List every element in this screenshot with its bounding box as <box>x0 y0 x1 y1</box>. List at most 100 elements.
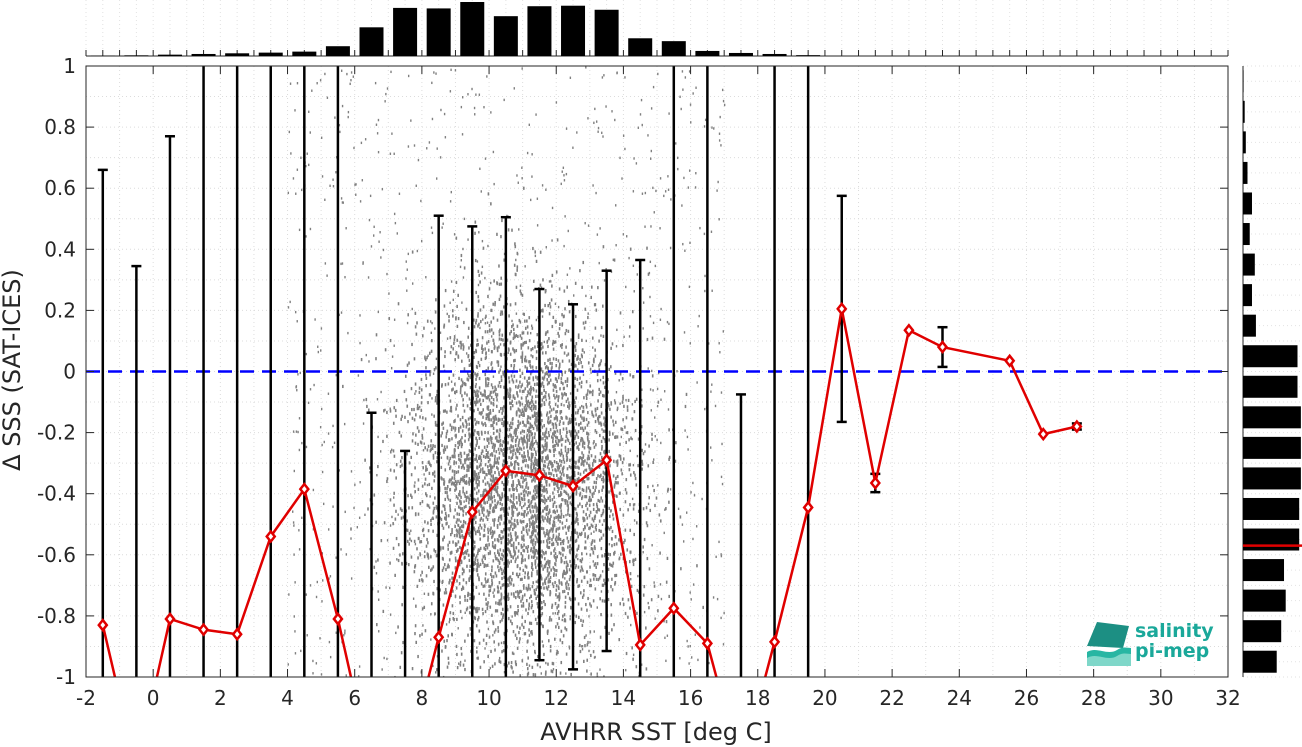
scatter-point <box>452 347 455 351</box>
scatter-point <box>498 602 501 606</box>
scatter-point <box>516 636 518 641</box>
scatter-point <box>464 439 466 443</box>
scatter-point <box>530 516 533 520</box>
scatter-point <box>486 509 489 513</box>
scatter-point <box>483 592 485 596</box>
scatter-point <box>547 584 550 589</box>
scatter-point <box>515 486 518 491</box>
scatter-point <box>515 536 518 540</box>
scatter-point <box>491 445 494 449</box>
scatter-point <box>624 488 627 492</box>
scatter-point <box>492 316 495 320</box>
scatter-point <box>523 406 526 410</box>
scatter-point <box>359 481 361 484</box>
scatter-point <box>424 417 427 421</box>
scatter-point <box>530 522 533 526</box>
scatter-point <box>295 430 298 433</box>
scatter-point <box>507 441 509 445</box>
scatter-point <box>557 477 559 481</box>
scatter-point <box>525 407 528 411</box>
scatter-point <box>462 476 464 480</box>
scatter-point <box>547 381 550 385</box>
scatter-point <box>384 348 387 352</box>
scatter-point <box>453 461 455 466</box>
scatter-point <box>551 422 554 426</box>
scatter-point <box>536 490 539 494</box>
scatter-point <box>521 597 524 601</box>
scatter-point <box>498 568 500 573</box>
scatter-point <box>582 260 585 265</box>
scatter-point <box>399 665 402 669</box>
scatter-point <box>577 565 580 569</box>
scatter-point <box>601 554 603 558</box>
scatter-point <box>573 473 576 478</box>
scatter-point <box>457 414 459 418</box>
scatter-point <box>435 298 437 302</box>
scatter-point <box>545 560 548 565</box>
scatter-point <box>554 510 556 515</box>
scatter-point <box>476 439 478 443</box>
scatter-point <box>565 565 568 569</box>
scatter-point <box>542 550 545 555</box>
scatter-point <box>520 292 522 296</box>
scatter-point <box>419 440 422 444</box>
scatter-point <box>540 368 543 372</box>
scatter-point <box>494 546 497 550</box>
scatter-point <box>425 384 427 388</box>
scatter-point <box>398 192 401 195</box>
scatter-point <box>602 485 605 489</box>
scatter-point <box>469 416 472 420</box>
scatter-point <box>588 496 591 500</box>
scatter-point <box>585 503 587 508</box>
scatter-point <box>511 422 514 426</box>
scatter-point <box>488 543 490 547</box>
scatter-point <box>490 490 493 494</box>
scatter-point <box>547 545 549 549</box>
scatter-point <box>545 488 548 492</box>
scatter-point <box>474 391 477 395</box>
scatter-point <box>436 389 439 393</box>
scatter-point <box>561 582 563 586</box>
scatter-point <box>430 444 432 448</box>
scatter-point <box>590 583 593 588</box>
scatter-point <box>493 588 496 592</box>
scatter-point <box>413 418 416 422</box>
scatter-point <box>630 436 632 440</box>
scatter-point <box>465 420 468 424</box>
scatter-point <box>510 434 512 438</box>
scatter-point <box>420 377 423 382</box>
scatter-point <box>503 440 505 444</box>
scatter-point <box>507 228 510 232</box>
scatter-point <box>575 460 577 464</box>
scatter-point <box>516 501 518 505</box>
scatter-point <box>532 494 535 498</box>
scatter-point <box>496 538 499 542</box>
side-hist-bar <box>1243 100 1245 123</box>
scatter-point <box>665 506 667 511</box>
scatter-point <box>497 629 500 633</box>
scatter-point <box>526 445 528 449</box>
scatter-point <box>524 632 527 636</box>
scatter-point <box>503 396 505 400</box>
scatter-point <box>646 556 649 561</box>
scatter-point <box>535 356 538 361</box>
scatter-point <box>492 431 495 435</box>
scatter-point <box>532 509 535 513</box>
scatter-point <box>500 517 503 521</box>
scatter-point <box>594 587 597 591</box>
scatter-point <box>489 605 492 609</box>
scatter-point <box>480 494 482 498</box>
scatter-point <box>562 541 565 546</box>
scatter-point <box>629 503 631 507</box>
scatter-point <box>450 68 452 72</box>
scatter-point <box>600 359 602 363</box>
scatter-point <box>511 622 513 626</box>
scatter-point <box>634 399 636 404</box>
scatter-point <box>423 533 425 538</box>
scatter-point <box>449 508 452 513</box>
scatter-point <box>515 431 517 436</box>
scatter-point <box>399 553 401 557</box>
scatter-point <box>521 359 523 364</box>
scatter-point <box>490 328 493 332</box>
scatter-point <box>512 394 515 398</box>
